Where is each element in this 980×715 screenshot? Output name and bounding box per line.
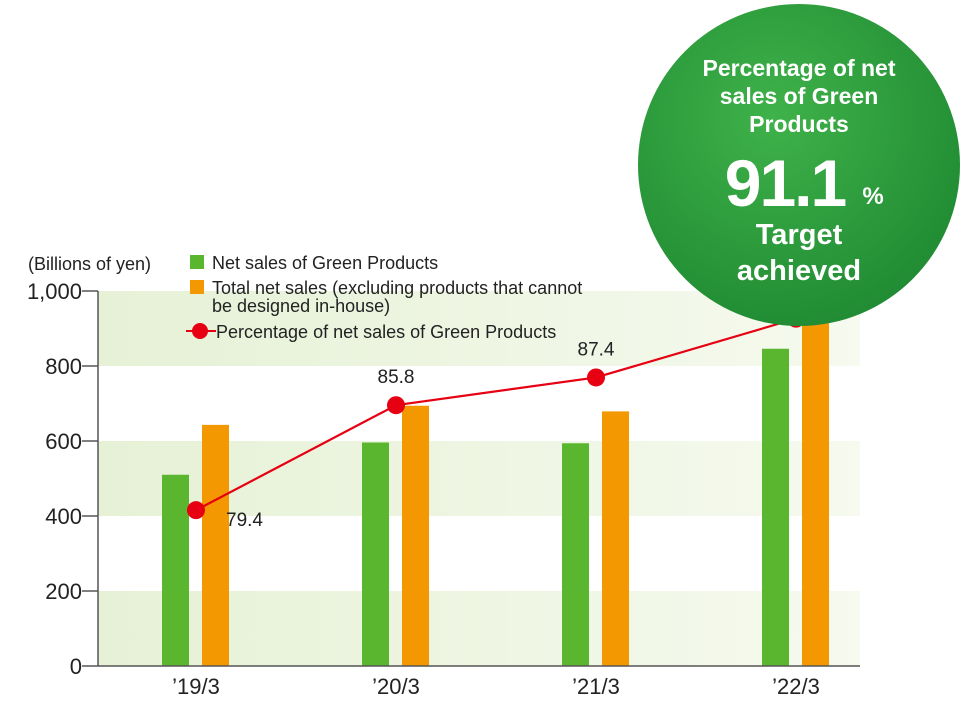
bar-green-products xyxy=(562,443,589,666)
legend-orange-label-line1: Total net sales (excluding products that… xyxy=(212,278,582,298)
legend-swatch-orange xyxy=(190,280,204,294)
legend-line-dot xyxy=(192,323,208,339)
unit-label: (Billions of yen) xyxy=(28,254,151,274)
target-badge: Percentage of net sales of Green Product… xyxy=(638,4,960,326)
percentage-label: 79.4 xyxy=(226,510,263,531)
x-tick-label: ’22/3 xyxy=(772,674,820,699)
legend-orange-label-line2: be designed in-house) xyxy=(212,296,390,316)
bar-total-net-sales xyxy=(602,411,629,666)
x-axis: ’19/3 ’20/3 ’21/3 ’22/3 xyxy=(98,665,860,699)
badge-value: 91.1 xyxy=(725,146,846,220)
bar-green-products xyxy=(762,348,789,666)
bar-green-products xyxy=(162,474,189,666)
y-tick-label: 200 xyxy=(45,579,82,604)
y-tick-label: 1,000 xyxy=(27,279,82,304)
bar-total-net-sales xyxy=(202,424,229,666)
y-tick-label: 600 xyxy=(45,429,82,454)
x-tick-label: ’21/3 xyxy=(572,674,620,699)
bar-green-products xyxy=(362,442,389,666)
y-tick-label: 800 xyxy=(45,354,82,379)
percentage-line-path xyxy=(195,317,797,512)
legend-green-label: Net sales of Green Products xyxy=(212,253,438,273)
badge-title-line1: Percentage of net xyxy=(703,55,896,81)
bar-total-net-sales xyxy=(802,317,829,666)
x-tick-label: ’20/3 xyxy=(372,674,420,699)
badge-title-line3: Products xyxy=(749,111,849,137)
percentage-point xyxy=(187,501,205,520)
y-tick-label: 0 xyxy=(70,654,82,679)
percentage-line: 79.4 85.8 87.4 xyxy=(187,309,805,531)
badge-status-line1: Target xyxy=(756,219,843,251)
badge-circle xyxy=(638,4,960,326)
bars xyxy=(162,317,829,666)
percentage-label: 87.4 xyxy=(578,339,615,360)
legend: Net sales of Green Products Total net sa… xyxy=(186,253,582,342)
bar-total-net-sales xyxy=(402,405,429,666)
badge-unit: % xyxy=(862,183,883,210)
legend-line-label: Percentage of net sales of Green Product… xyxy=(216,322,556,342)
percentage-point xyxy=(387,396,405,415)
percentage-label: 85.8 xyxy=(378,367,415,388)
percentage-point xyxy=(587,368,605,387)
x-tick-label: ’19/3 xyxy=(172,674,220,699)
badge-title-line2: sales of Green xyxy=(720,83,879,109)
y-tick-label: 400 xyxy=(45,504,82,529)
badge-status-line2: achieved xyxy=(737,255,861,287)
y-axis: 0 200 400 600 800 1,000 xyxy=(27,279,99,679)
legend-swatch-green xyxy=(190,255,204,269)
